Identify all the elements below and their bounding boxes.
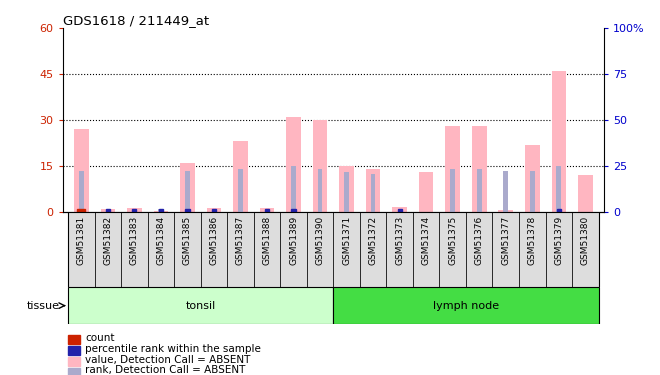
Bar [154,211,168,212]
Bar [212,209,216,212]
Bar [127,208,142,212]
Bar [317,169,323,212]
Text: rank, Detection Call = ABSENT: rank, Detection Call = ABSENT [85,366,246,375]
Bar [366,169,380,212]
Bar [185,209,189,212]
Bar [339,166,354,212]
Bar [371,174,376,212]
Bar [253,212,280,287]
Bar [291,209,296,212]
Bar [185,171,190,212]
Text: tissue: tissue [26,301,59,310]
Bar [259,208,275,212]
Bar [386,212,413,287]
Bar [333,287,599,324]
Bar [158,209,163,212]
Bar [419,172,434,212]
Bar [556,166,561,212]
Bar [121,212,148,287]
Bar [530,171,535,212]
Text: GSM51373: GSM51373 [395,216,404,265]
Text: GDS1618 / 211449_at: GDS1618 / 211449_at [63,14,209,27]
Bar [280,212,307,287]
Bar [556,209,561,212]
Bar [466,212,492,287]
Bar [233,141,248,212]
Bar [291,166,296,212]
Text: GSM51375: GSM51375 [448,216,457,265]
Bar [397,209,402,212]
Bar [392,207,407,212]
Text: GSM51376: GSM51376 [475,216,484,265]
Text: GSM51372: GSM51372 [368,216,378,265]
Text: GSM51386: GSM51386 [209,216,218,265]
Text: GSM51389: GSM51389 [289,216,298,265]
Bar [344,172,349,212]
Bar [572,212,599,287]
Bar [360,212,386,287]
Bar [201,212,227,287]
Text: lymph node: lymph node [433,301,499,310]
Text: GSM51371: GSM51371 [342,216,351,265]
Bar [79,171,84,212]
Bar [68,346,80,355]
Bar [159,209,163,212]
Text: GSM51387: GSM51387 [236,216,245,265]
Bar [180,163,195,212]
Bar [333,212,360,287]
Bar [265,209,269,212]
Bar [413,212,440,287]
Bar [68,212,94,287]
Bar [546,212,572,287]
Bar [227,212,253,287]
Text: value, Detection Call = ABSENT: value, Detection Call = ABSENT [85,355,251,365]
Bar [68,357,80,366]
Text: GSM51382: GSM51382 [104,216,112,265]
Bar [307,212,333,287]
Bar [313,120,327,212]
Bar [492,212,519,287]
Bar [100,209,115,212]
Bar [552,71,566,212]
Bar [68,368,80,375]
Bar [68,335,80,344]
Bar [94,212,121,287]
Text: GSM51390: GSM51390 [315,216,325,265]
Bar [286,117,301,212]
Bar [504,171,508,212]
Text: GSM51380: GSM51380 [581,216,590,265]
Bar [174,212,201,287]
Text: percentile rank within the sample: percentile rank within the sample [85,344,261,354]
Bar [238,169,243,212]
Bar [578,175,593,212]
Bar [472,126,486,212]
Bar [477,169,482,212]
Text: GSM51381: GSM51381 [77,216,86,265]
Text: GSM51388: GSM51388 [263,216,271,265]
Bar [132,209,137,212]
Text: GSM51378: GSM51378 [528,216,537,265]
Text: GSM51379: GSM51379 [554,216,563,265]
Bar [148,212,174,287]
Text: GSM51383: GSM51383 [130,216,139,265]
Text: GSM51377: GSM51377 [501,216,510,265]
Text: count: count [85,333,115,343]
Text: GSM51384: GSM51384 [156,216,166,265]
Bar [68,287,333,324]
Bar [74,129,88,212]
Bar [525,144,540,212]
Bar [207,208,221,212]
Text: GSM51374: GSM51374 [422,216,431,265]
Bar [498,210,513,212]
Bar [77,209,85,212]
Bar [106,209,110,212]
Bar [440,212,466,287]
Text: GSM51385: GSM51385 [183,216,192,265]
Bar [519,212,546,287]
Bar [450,169,455,212]
Text: tonsil: tonsil [185,301,216,310]
Bar [446,126,460,212]
